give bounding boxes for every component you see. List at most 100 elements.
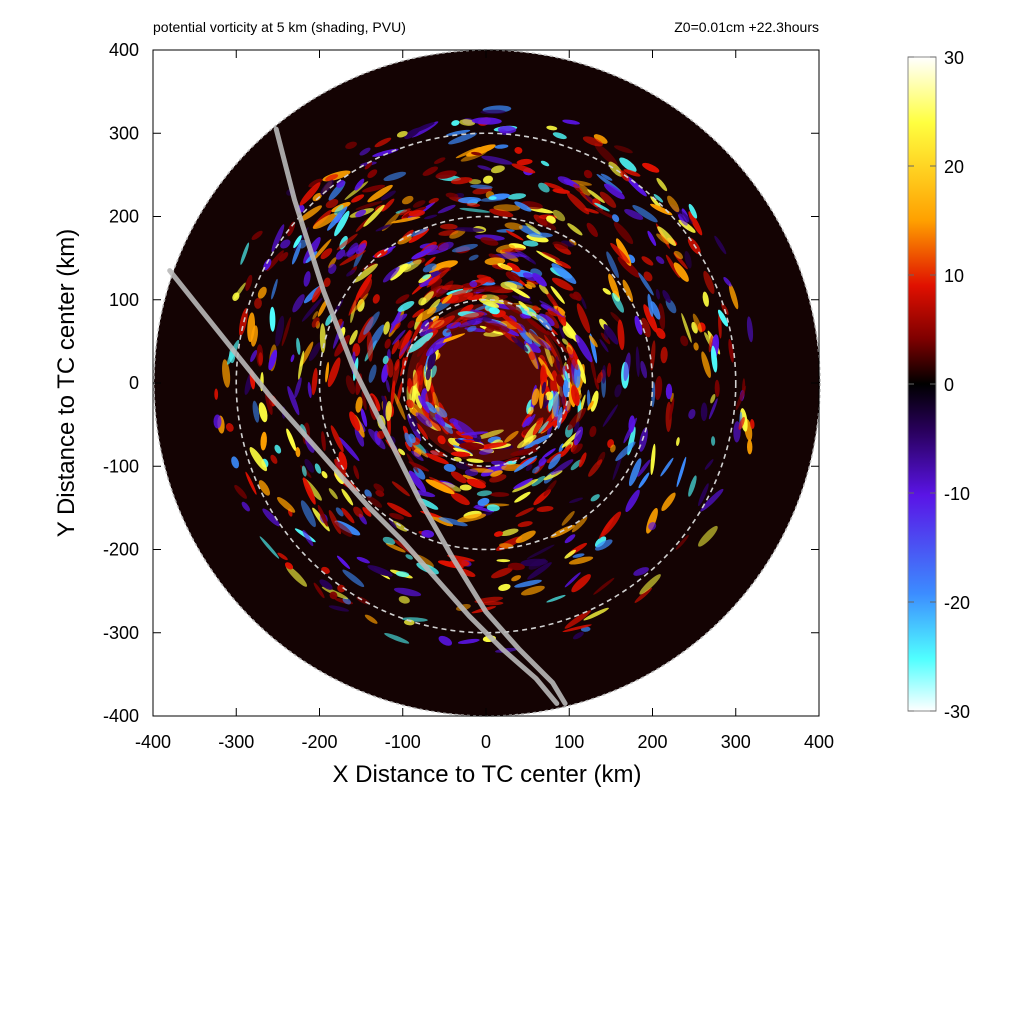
pv-filament bbox=[586, 222, 598, 237]
pv-filament bbox=[640, 317, 651, 338]
pv-filament bbox=[422, 263, 437, 273]
pv-filament bbox=[593, 134, 608, 144]
y-tick-label: 300 bbox=[109, 123, 139, 143]
pv-filament bbox=[469, 280, 478, 288]
pv-filament bbox=[556, 406, 563, 429]
pv-filament bbox=[647, 293, 654, 317]
pv-filament bbox=[406, 399, 415, 409]
pv-filament bbox=[612, 452, 623, 481]
pv-filament bbox=[542, 448, 556, 459]
pv-filament bbox=[382, 536, 396, 545]
y-tick-label: 400 bbox=[109, 40, 139, 60]
pv-filament bbox=[330, 425, 344, 453]
pv-filament bbox=[538, 313, 555, 327]
pv-filament bbox=[422, 274, 431, 280]
pv-filament bbox=[675, 534, 689, 550]
pv-filament bbox=[355, 396, 363, 413]
pv-filament bbox=[493, 204, 521, 212]
pv-filament bbox=[515, 530, 536, 544]
pv-filament bbox=[234, 484, 247, 499]
pv-filament bbox=[613, 145, 633, 154]
pv-filament bbox=[397, 330, 413, 350]
pv-filament bbox=[368, 428, 386, 450]
pv-filament bbox=[514, 146, 523, 154]
pv-filament bbox=[367, 184, 393, 203]
pv-filament bbox=[491, 567, 513, 579]
pv-filament bbox=[532, 466, 540, 474]
pv-filament bbox=[241, 501, 250, 512]
pv-filament bbox=[704, 459, 714, 470]
pv-filament bbox=[408, 332, 434, 353]
pv-filament bbox=[684, 251, 692, 269]
pv-filament bbox=[673, 250, 684, 260]
pv-filament bbox=[311, 367, 318, 396]
pv-filament bbox=[302, 529, 314, 547]
pv-filament bbox=[391, 216, 421, 224]
pv-filament bbox=[507, 193, 527, 200]
pv-filament bbox=[231, 456, 240, 469]
pv-filament bbox=[425, 479, 455, 495]
y-tick-label: -400 bbox=[103, 706, 139, 726]
x-tick-label: 100 bbox=[554, 732, 584, 752]
pv-filament bbox=[447, 292, 474, 304]
pv-filament bbox=[301, 297, 323, 322]
pv-filament bbox=[441, 293, 453, 304]
pv-filament bbox=[750, 419, 755, 429]
pv-filament bbox=[327, 206, 348, 231]
pv-filament bbox=[477, 429, 504, 440]
x-axis: -400 -300 -200 -100 0 100 200 300 400 bbox=[135, 50, 834, 752]
pv-filament bbox=[299, 205, 322, 222]
pv-filament bbox=[355, 244, 367, 255]
pv-filament bbox=[408, 433, 416, 444]
pv-filament bbox=[654, 375, 663, 401]
pv-filament bbox=[238, 308, 248, 337]
pv-filament bbox=[680, 335, 689, 347]
pv-filament bbox=[643, 271, 653, 282]
pv-filament bbox=[566, 398, 572, 412]
pv-filament bbox=[299, 182, 321, 206]
pv-filament bbox=[390, 313, 408, 326]
pv-filament bbox=[490, 165, 505, 174]
colorbar-tick-label: -30 bbox=[944, 702, 970, 722]
pv-filament bbox=[640, 360, 648, 379]
pv-filament bbox=[399, 338, 414, 357]
pv-filament bbox=[594, 536, 607, 548]
pv-filament bbox=[496, 559, 511, 563]
pv-filament bbox=[403, 259, 422, 273]
pv-filament bbox=[525, 222, 541, 235]
pv-filament bbox=[655, 327, 666, 340]
pv-filament bbox=[334, 334, 350, 357]
pv-filament bbox=[397, 300, 415, 312]
pv-filament bbox=[504, 222, 523, 230]
pv-filament bbox=[416, 422, 429, 440]
pv-filament bbox=[642, 162, 660, 173]
pv-filament bbox=[430, 365, 437, 378]
pv-filament bbox=[638, 272, 654, 296]
pv-filament bbox=[524, 340, 541, 354]
pv-filament bbox=[656, 177, 668, 192]
pv-filament bbox=[404, 441, 412, 452]
pv-filament bbox=[225, 423, 234, 432]
pv-filament bbox=[660, 346, 668, 364]
pv-filament bbox=[364, 161, 373, 170]
pv-filament bbox=[624, 208, 644, 220]
pv-filament bbox=[628, 458, 642, 487]
pv-filament bbox=[334, 458, 348, 478]
pv-filament bbox=[437, 435, 446, 445]
pv-filament bbox=[594, 202, 610, 212]
pv-filament bbox=[587, 400, 594, 411]
pv-filament bbox=[298, 350, 305, 380]
pv-filament bbox=[583, 169, 593, 179]
pv-filament bbox=[500, 281, 518, 290]
pv-filament bbox=[710, 436, 716, 446]
pv-filament bbox=[601, 365, 607, 384]
x-tick-label: 300 bbox=[721, 732, 751, 752]
pv-filament bbox=[543, 480, 557, 497]
pv-filament bbox=[317, 299, 328, 317]
colorbar-ticks: 30 20 10 0 -10 -20 -30 bbox=[908, 48, 970, 722]
pv-filament bbox=[637, 459, 651, 477]
pv-filament bbox=[693, 342, 699, 351]
pv-filament bbox=[564, 572, 581, 588]
pv-filament bbox=[451, 243, 478, 253]
pv-filament bbox=[335, 507, 344, 517]
